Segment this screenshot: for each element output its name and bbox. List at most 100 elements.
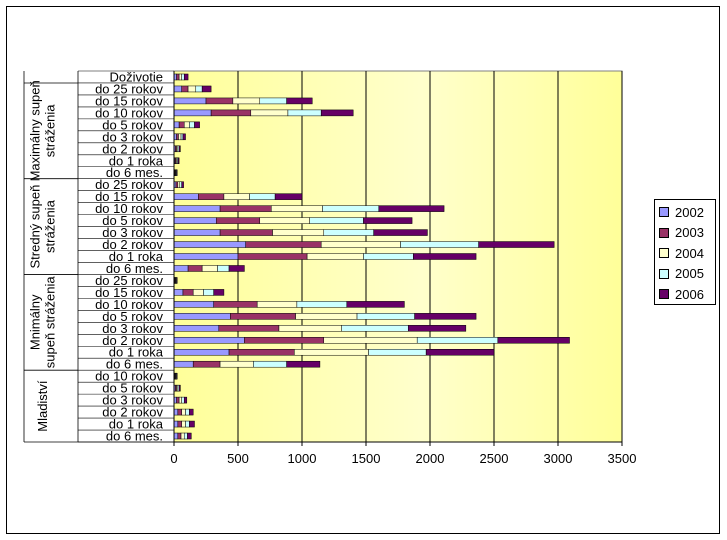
- bar-segment-2003: [176, 396, 180, 404]
- category-label: do 5 rokov: [102, 213, 163, 228]
- bar-segment-2006: [378, 205, 445, 212]
- bar-segment-2003: [177, 408, 182, 416]
- bar-segment-2005: [180, 133, 184, 141]
- group-label: Stredný supeň: [28, 185, 43, 269]
- bar-segment-2004: [320, 241, 401, 248]
- bar-segment-2004: [192, 289, 204, 296]
- bar-segment-2003: [219, 205, 272, 212]
- bar-segment-2006: [183, 396, 188, 404]
- category-label: do 1 roka: [109, 345, 164, 360]
- bar-segment-2004: [219, 360, 254, 368]
- category-label: do 25 rokov: [95, 273, 163, 288]
- x-tick-label: 3500: [608, 451, 637, 466]
- bar-segment-2006: [228, 265, 245, 272]
- legend-item-2004: 2004: [659, 243, 715, 264]
- bar-segment-2006: [213, 289, 225, 296]
- bar-segment-2003: [213, 301, 258, 308]
- bar-segment-2006: [177, 157, 180, 164]
- bar-segment-2006: [413, 253, 477, 260]
- bar-segment-2003: [181, 85, 189, 93]
- bar-segment-2002: [173, 360, 194, 368]
- category-label: do 15 rokov: [95, 285, 163, 300]
- bar-segment-2005: [189, 121, 195, 129]
- bar-segment-2004: [294, 349, 369, 356]
- bar-segment-2004: [259, 217, 310, 224]
- chart-legend: 2002 2003 2004 2005 2006: [654, 199, 716, 305]
- bar-segment-2002: [173, 121, 180, 129]
- bar-segment-2004: [256, 301, 298, 308]
- bar-segment-2003: [177, 420, 182, 428]
- bar-segment-2002: [173, 432, 179, 440]
- category-label: do 25 rokov: [95, 177, 163, 192]
- bar-segment-2006: [194, 121, 200, 129]
- bar-segment-2006: [274, 193, 303, 200]
- bar-segment-2005: [185, 420, 190, 428]
- category-label: do 10 rokov: [95, 369, 163, 384]
- bar-segment-2006: [189, 420, 195, 428]
- bar-segment-2003: [198, 193, 225, 200]
- category-label: do 2 rokov: [102, 237, 163, 252]
- category-label: do 6 mes.: [106, 165, 163, 180]
- bar-segment-2005: [249, 193, 276, 200]
- group-label: supeň stráženia: [43, 276, 58, 369]
- bar-segment-2003: [205, 97, 234, 105]
- bar-segment-2006: [414, 313, 477, 320]
- bar-segment-2006: [320, 109, 354, 117]
- group-label: Maximálny supeň: [28, 80, 43, 181]
- category-label: do 3 rokov: [102, 225, 163, 240]
- bar-segment-2005: [203, 289, 214, 296]
- bar-segment-2002: [173, 193, 199, 200]
- legend-label: 2004: [675, 245, 704, 261]
- bar-segment-2006: [346, 301, 405, 308]
- bar-segment-2006: [181, 181, 184, 188]
- bar-segment-2002: [173, 253, 239, 260]
- bar-segment-2006: [182, 133, 186, 141]
- category-label: do 3 rokov: [102, 321, 163, 336]
- bar-segment-2002: [173, 205, 221, 212]
- legend-label: 2006: [675, 286, 704, 302]
- legend-label: 2003: [675, 225, 704, 241]
- category-label: do 2 rokov: [102, 141, 163, 156]
- bar-segment-2006: [407, 325, 467, 332]
- bar-segment-2005: [309, 217, 364, 224]
- legend-item-2002: 2002: [659, 202, 715, 223]
- bar-segment-2004: [178, 396, 182, 404]
- group-label: stráženia: [43, 104, 58, 158]
- legend-item-2005: 2005: [659, 264, 715, 285]
- x-tick-label: 2000: [416, 451, 445, 466]
- x-tick-label: 1000: [288, 451, 317, 466]
- bar-segment-2005: [341, 325, 409, 332]
- bar-segment-2005: [368, 349, 427, 356]
- category-label: do 3 rokov: [102, 129, 163, 144]
- bar-segment-2003: [178, 121, 185, 129]
- legend-label: 2005: [675, 266, 704, 282]
- bar-segment-2004: [306, 253, 364, 260]
- legend-swatch: [659, 289, 669, 300]
- bar-segment-2004: [250, 109, 289, 117]
- category-label: do 15 rokov: [95, 93, 163, 108]
- bar-segment-2002: [173, 97, 207, 105]
- x-tick-label: 2500: [480, 451, 509, 466]
- bar-segment-2005: [181, 396, 185, 404]
- bar-segment-2002: [173, 265, 189, 272]
- bar-segment-2002: [173, 241, 246, 248]
- group-label: Mladiství: [35, 380, 50, 432]
- bar-segment-2004: [181, 420, 186, 428]
- bar-segment-2006: [201, 85, 212, 93]
- bar-segment-2004: [278, 325, 342, 332]
- legend-item-2006: 2006: [659, 284, 715, 305]
- x-tick-label: 0: [170, 451, 177, 466]
- bar-segment-2003: [176, 73, 180, 81]
- bar-segment-2003: [176, 133, 179, 141]
- bar-segment-2003: [192, 360, 221, 368]
- bar-segment-2003: [218, 325, 280, 332]
- bar-segment-2005: [323, 229, 374, 236]
- bar-segment-2002: [173, 325, 220, 332]
- bar-segment-2006: [187, 432, 192, 440]
- category-label: do 1 roka: [109, 417, 164, 432]
- legend-label: 2002: [675, 204, 704, 220]
- bar-segment-2004: [271, 205, 323, 212]
- bar-segment-2003: [182, 289, 194, 296]
- bar-segment-2003: [219, 229, 273, 236]
- bar-segment-2003: [175, 181, 179, 188]
